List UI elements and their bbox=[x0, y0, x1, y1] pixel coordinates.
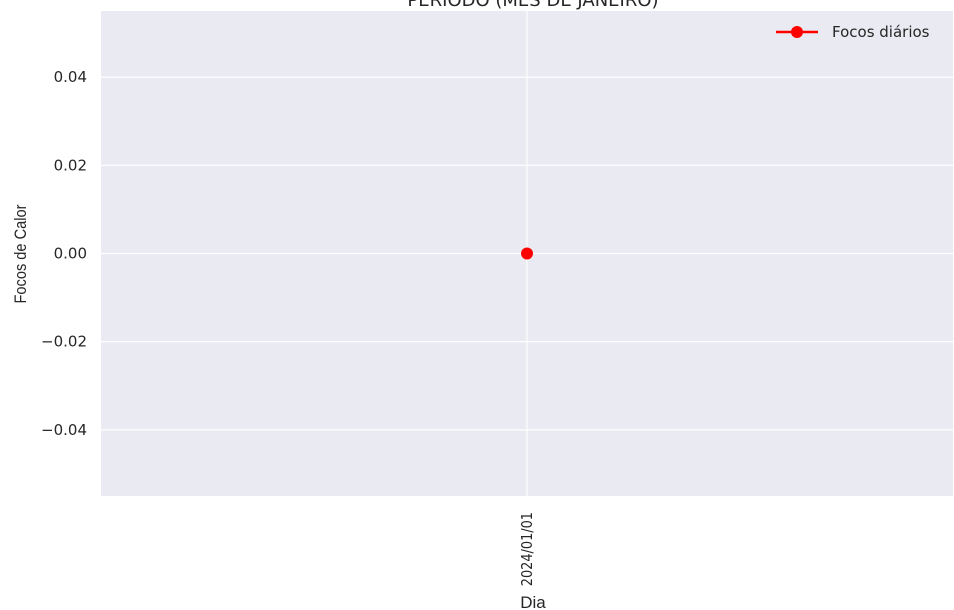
y-tick-label: 0.02 bbox=[54, 156, 87, 174]
y-axis-label: Focos de Calor bbox=[12, 204, 30, 304]
y-tick-label: −0.04 bbox=[41, 421, 87, 439]
y-tick-label: 0.04 bbox=[54, 68, 87, 86]
y-tick-label: 0.00 bbox=[54, 245, 87, 263]
data-point bbox=[521, 247, 533, 260]
chart-title: PERÍODO (MÊS DE JANEIRO) bbox=[407, 0, 658, 11]
legend-label: Focos diários bbox=[832, 23, 930, 41]
y-tick-label: −0.02 bbox=[41, 333, 87, 351]
x-axis-label: Dia bbox=[520, 593, 546, 610]
tick-labels: −0.04 −0.02 0.00 0.02 0.04 2024/01/01 bbox=[41, 68, 536, 586]
series-layer bbox=[521, 247, 533, 260]
x-tick-label: 2024/01/01 bbox=[519, 512, 536, 586]
legend: Focos diários bbox=[776, 23, 930, 41]
legend-marker bbox=[791, 26, 803, 38]
